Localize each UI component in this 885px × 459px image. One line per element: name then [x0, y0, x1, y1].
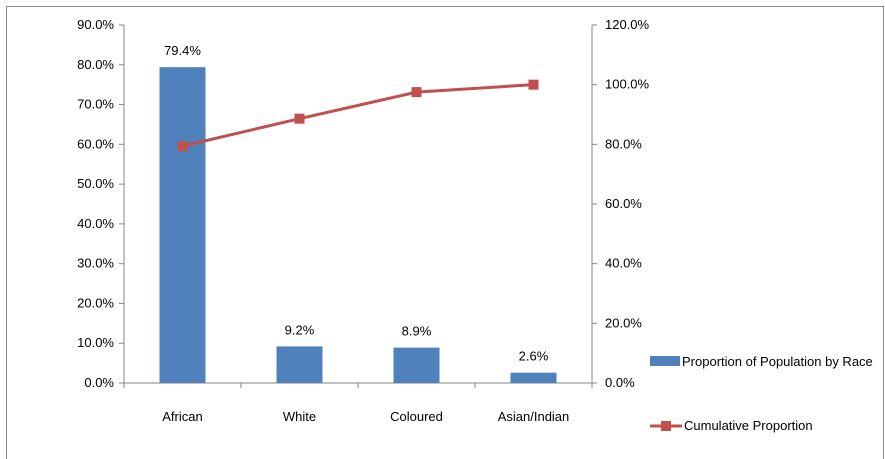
cumulative-marker: [411, 87, 422, 98]
left-tick-label: 30.0%: [77, 256, 114, 271]
left-tick-label: 0.0%: [84, 375, 114, 390]
right-tick-label: 80.0%: [605, 136, 642, 151]
left-tick-label: 10.0%: [77, 335, 114, 350]
right-tick-label: 0.0%: [605, 375, 635, 390]
bar: [393, 347, 440, 383]
right-tick-label: 40.0%: [605, 256, 642, 271]
legend-line-marker: [661, 421, 671, 431]
right-tick-label: 120.0%: [605, 17, 650, 32]
bar: [510, 372, 557, 383]
left-tick-label: 70.0%: [77, 97, 114, 112]
x-tick-label: White: [283, 409, 316, 424]
left-tick-label: 60.0%: [77, 136, 114, 151]
left-tick-label: 20.0%: [77, 295, 114, 310]
cumulative-marker: [177, 141, 188, 152]
left-tick-label: 90.0%: [77, 17, 114, 32]
legend-line-label: Cumulative Proportion: [684, 418, 813, 433]
left-tick-label: 40.0%: [77, 216, 114, 231]
legend-bar-label: Proportion of Population by Race: [682, 354, 873, 369]
left-tick-label: 80.0%: [77, 57, 114, 72]
right-tick-label: 60.0%: [605, 196, 642, 211]
bar: [276, 346, 323, 383]
x-tick-label: Asian/Indian: [498, 409, 570, 424]
bar-data-label: 2.6%: [519, 349, 549, 364]
cumulative-marker: [294, 113, 305, 124]
x-tick-label: African: [162, 409, 202, 424]
cumulative-line: [182, 83, 534, 148]
chart-border: [6, 6, 884, 459]
bar: [159, 67, 206, 384]
x-tick-label: Coloured: [390, 409, 443, 424]
cumulative-marker: [528, 79, 539, 90]
bar-data-label: 8.9%: [402, 324, 432, 339]
legend-bar-swatch: [650, 356, 680, 366]
left-tick-label: 50.0%: [77, 176, 114, 191]
bar-data-label: 79.4%: [164, 43, 201, 58]
right-tick-label: 100.0%: [605, 77, 650, 92]
bar-data-label: 9.2%: [285, 322, 315, 337]
right-tick-label: 20.0%: [605, 315, 642, 330]
